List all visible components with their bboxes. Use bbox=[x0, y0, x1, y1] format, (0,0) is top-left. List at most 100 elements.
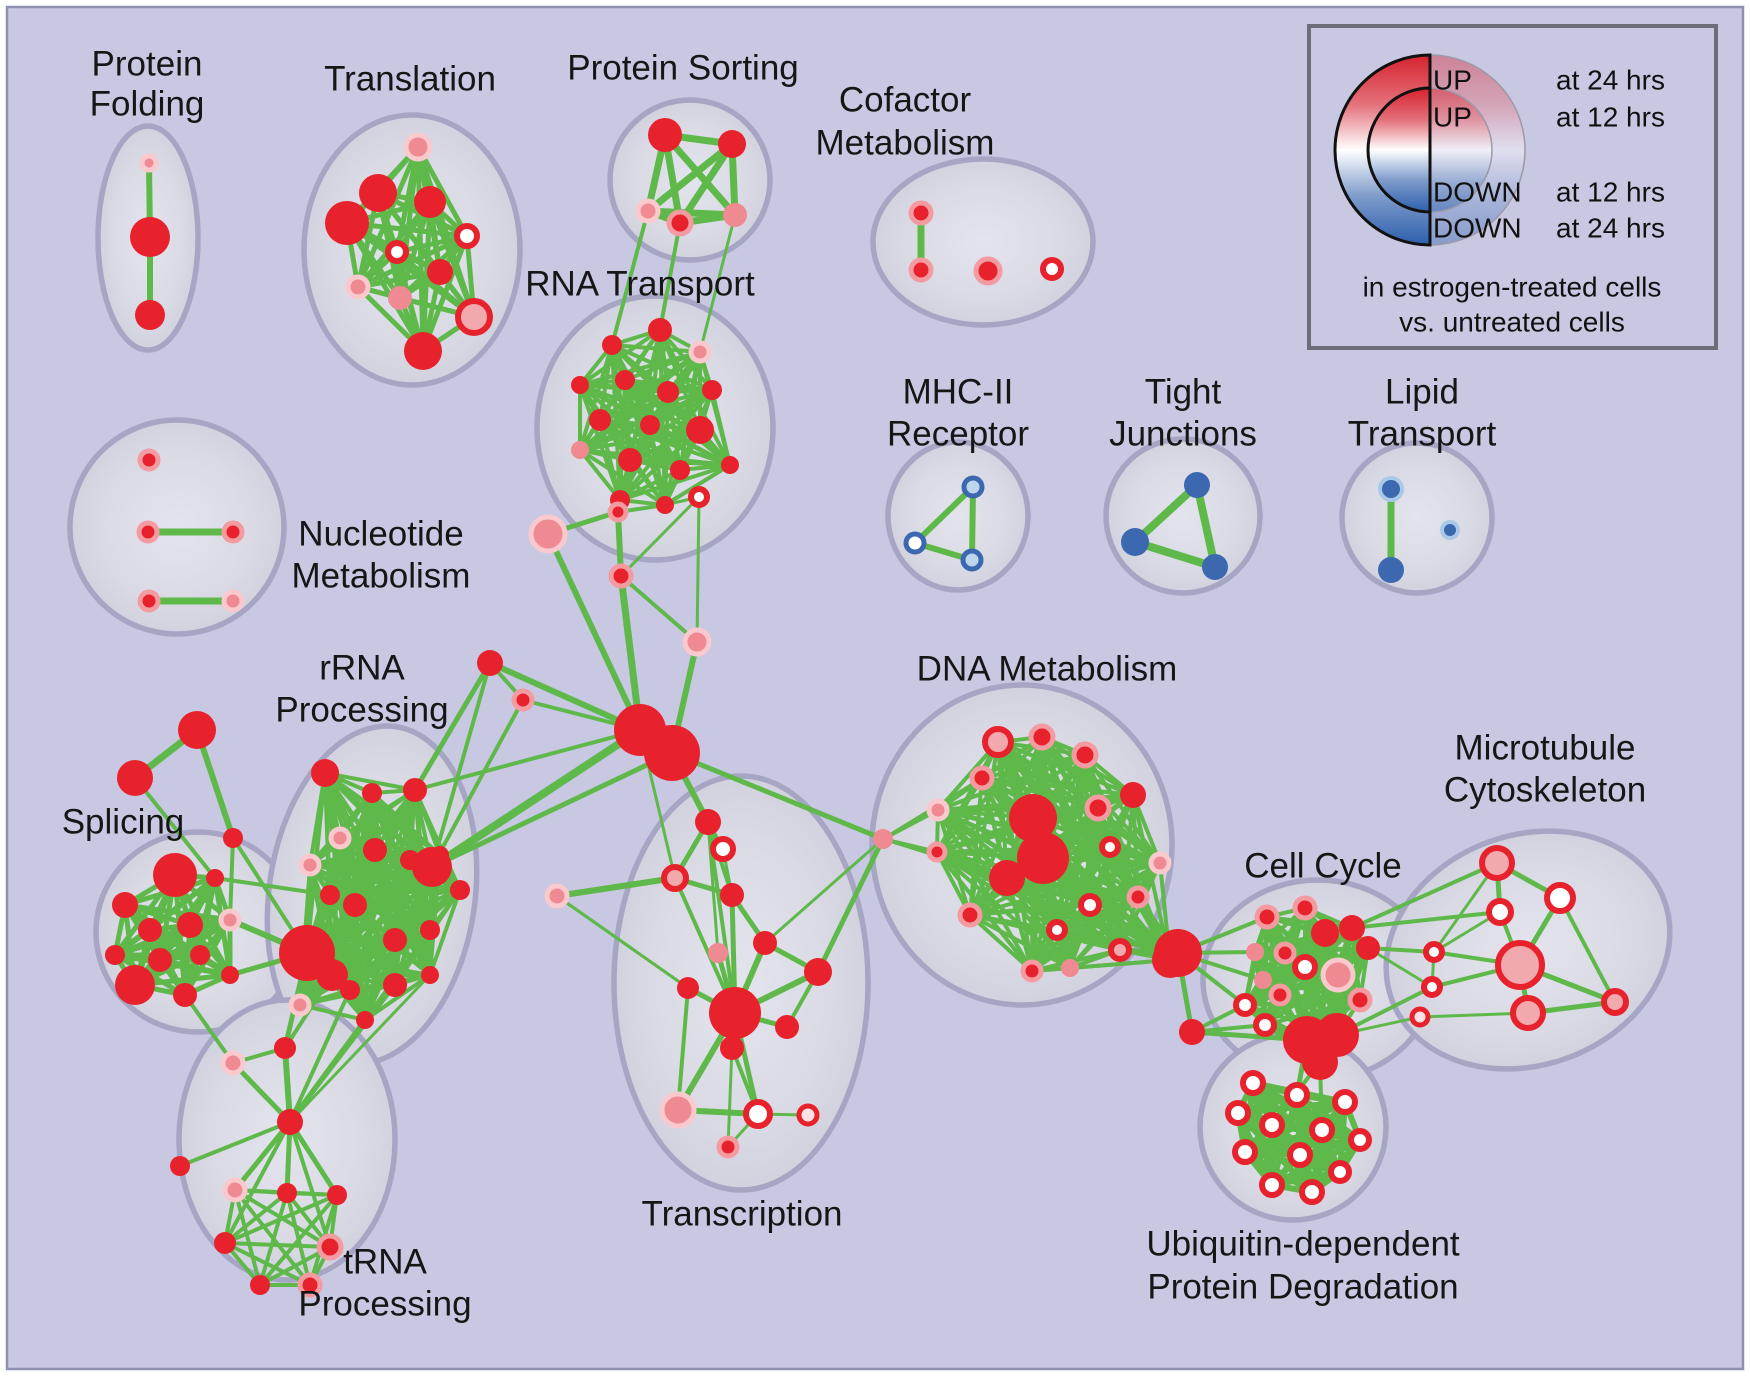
interaction-edge bbox=[428, 888, 462, 977]
gene-node bbox=[1233, 993, 1257, 1017]
cluster-label-rna-transport: RNA Transport bbox=[525, 265, 755, 304]
gene-node bbox=[320, 885, 340, 905]
gene-node bbox=[718, 130, 746, 158]
gene-node bbox=[608, 563, 634, 589]
gene-node bbox=[1184, 472, 1210, 498]
gene-node bbox=[656, 496, 674, 514]
gene-node bbox=[1253, 1013, 1277, 1037]
gene-node bbox=[710, 836, 736, 862]
gene-node bbox=[148, 948, 172, 972]
gene-node bbox=[343, 893, 367, 917]
interaction-edge bbox=[428, 726, 644, 871]
gene-node bbox=[1078, 893, 1102, 917]
gene-node bbox=[414, 186, 446, 218]
gene-node bbox=[1292, 895, 1318, 921]
gene-node bbox=[214, 1232, 236, 1254]
module-bubble-tight-junctions bbox=[1103, 436, 1263, 596]
legend-keyword-1: UP bbox=[1433, 102, 1472, 133]
interaction-edge bbox=[554, 875, 678, 899]
gene-node bbox=[571, 441, 589, 459]
gene-node bbox=[455, 298, 493, 336]
cluster-label-tight-junctions: Junctions bbox=[1109, 415, 1257, 454]
cluster-label-splicing: Splicing bbox=[62, 803, 185, 842]
gene-node bbox=[682, 627, 712, 657]
gene-node bbox=[139, 153, 159, 173]
gene-node bbox=[383, 928, 407, 952]
gene-node bbox=[1179, 1019, 1205, 1045]
cluster-label-lipid-transport: Lipid bbox=[1385, 373, 1459, 412]
gene-node bbox=[1020, 959, 1044, 983]
interaction-edge bbox=[648, 423, 732, 467]
gene-node bbox=[277, 1109, 303, 1135]
gene-node bbox=[135, 300, 165, 330]
gene-node bbox=[1259, 1112, 1285, 1138]
interaction-edge bbox=[1068, 895, 1140, 970]
gene-nodes bbox=[105, 118, 1629, 1298]
interaction-edge bbox=[968, 861, 1162, 917]
cluster-label-protein-folding: Folding bbox=[90, 85, 205, 124]
gene-node bbox=[1273, 941, 1297, 965]
gene-node bbox=[969, 765, 995, 791]
gene-node bbox=[1348, 1128, 1372, 1152]
gene-node bbox=[1046, 919, 1068, 941]
cluster-label-protein-folding: Protein bbox=[92, 45, 203, 84]
gene-node bbox=[1378, 557, 1404, 583]
gene-node bbox=[327, 1185, 347, 1205]
interaction-edge bbox=[233, 1188, 262, 1287]
gene-node bbox=[960, 548, 984, 572]
interaction-edge bbox=[413, 728, 642, 792]
gene-node bbox=[721, 456, 739, 474]
interaction-edge bbox=[710, 388, 732, 467]
interaction-edge bbox=[1235, 1099, 1348, 1116]
gene-node bbox=[427, 259, 453, 285]
gene-node bbox=[117, 760, 153, 796]
gene-node bbox=[477, 650, 503, 676]
gene-node bbox=[356, 1011, 374, 1029]
gene-node bbox=[1099, 836, 1121, 858]
gene-node bbox=[753, 931, 777, 955]
gene-node bbox=[989, 860, 1025, 896]
gene-node bbox=[1479, 845, 1515, 881]
gene-node bbox=[177, 912, 203, 938]
interaction-edge bbox=[968, 903, 1092, 917]
gene-node bbox=[316, 1233, 344, 1261]
gene-node bbox=[250, 1275, 270, 1295]
gene-node bbox=[1347, 987, 1373, 1013]
interaction-edge bbox=[980, 776, 1100, 810]
gene-node bbox=[723, 203, 747, 227]
gene-node bbox=[635, 198, 661, 224]
legend-note-line-1: vs. untreated cells bbox=[1399, 307, 1625, 338]
cluster-label-translation: Translation bbox=[324, 60, 496, 99]
legend-circle-12h-faded bbox=[1429, 87, 1493, 213]
gene-node bbox=[1339, 915, 1365, 941]
gene-node bbox=[388, 286, 412, 310]
interaction-edge bbox=[288, 1120, 332, 1249]
gene-node bbox=[1544, 882, 1576, 914]
gene-node bbox=[1287, 1142, 1313, 1168]
interaction-edge bbox=[676, 986, 690, 1112]
interaction-edge bbox=[1558, 896, 1617, 1004]
gene-node bbox=[926, 841, 948, 863]
gene-node bbox=[775, 1015, 799, 1039]
interaction-edge bbox=[232, 1119, 293, 1193]
gene-node bbox=[670, 460, 690, 480]
interaction-edge bbox=[1040, 855, 1181, 956]
interaction-edge bbox=[1263, 998, 1362, 1027]
cluster-label-cofactor-metabolism: Cofactor bbox=[839, 81, 972, 120]
gene-node bbox=[926, 798, 950, 822]
interaction-edge bbox=[726, 1046, 734, 1149]
gene-node bbox=[804, 958, 832, 986]
interaction-edge bbox=[815, 836, 886, 975]
interaction-edge bbox=[223, 1241, 312, 1287]
interaction-edge bbox=[695, 495, 701, 644]
cluster-label-rrna-processing: rRNA bbox=[319, 649, 405, 688]
gene-node bbox=[1299, 1179, 1325, 1205]
cluster-label-transcription: Transcription bbox=[642, 1195, 843, 1234]
interaction-edge bbox=[578, 328, 662, 387]
interaction-edge bbox=[666, 390, 682, 472]
interaction-edge bbox=[288, 973, 432, 1124]
interaction-edge bbox=[112, 917, 233, 958]
gene-node bbox=[1601, 988, 1629, 1016]
gene-node bbox=[708, 943, 728, 963]
